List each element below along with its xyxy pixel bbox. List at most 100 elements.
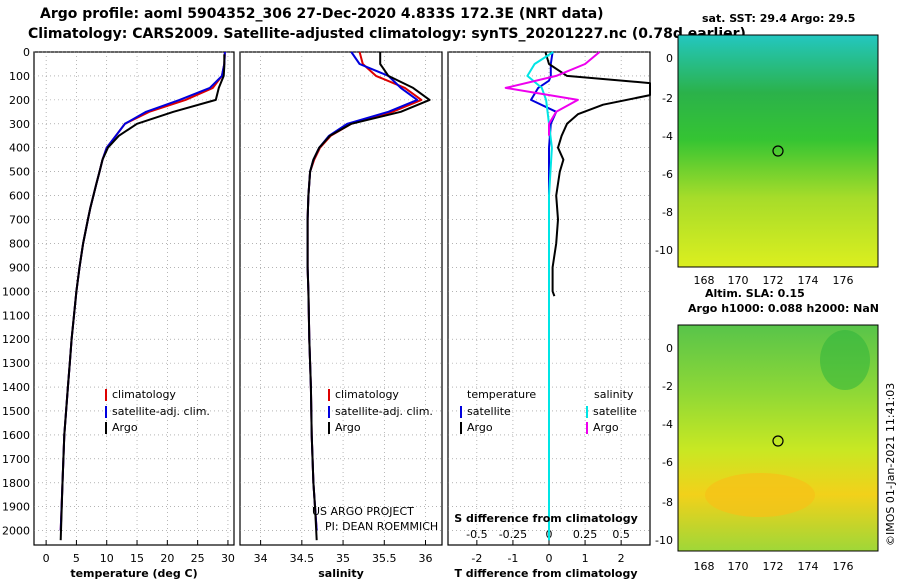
sla-map-frame [677, 324, 879, 552]
sst-lat-tick: -8 [662, 206, 673, 219]
sla-high-patch [705, 473, 815, 517]
sst-lat-tick: -10 [655, 244, 673, 257]
sla-map-subtitle: Argo h1000: 0.088 h2000: NaN [688, 302, 880, 315]
depth-tick-label: 600 [9, 190, 30, 203]
x-tick-label: 2 [618, 552, 625, 565]
tdiff-xlabel: T difference from climatology [454, 567, 637, 580]
s-diff-tick-label: -0.25 [499, 528, 527, 541]
sst-lat-tick: -6 [662, 168, 673, 181]
depth-tick-label: 1700 [2, 453, 30, 466]
depth-tick-label: 900 [9, 261, 30, 274]
series-line-argo [59, 54, 226, 541]
depth-tick-label: 1200 [2, 333, 30, 346]
sst-lon-tick: 172 [763, 274, 784, 287]
sst-lon-tick: 168 [694, 274, 715, 287]
legend-s-argo-label: Argo [593, 421, 619, 434]
depth-tick-label: 200 [9, 94, 30, 107]
depth-tick-label: 1800 [2, 477, 30, 490]
depth-tick-label: 400 [9, 142, 30, 155]
series-line-temperature-argo [544, 51, 651, 297]
legend-temperature-title: temperature [467, 388, 536, 401]
imos-stamp: ©IMOS 01-Jan-2021 11:41:03 [884, 383, 897, 546]
sla-low-patch [820, 330, 870, 390]
series-line-salinity-argo [504, 51, 601, 136]
temperature-legend: climatology satellite-adj. clim. Argo [105, 388, 210, 434]
sst-field [678, 35, 878, 267]
depth-tick-label: 2000 [2, 525, 30, 538]
depth-tick-label: 300 [9, 118, 30, 131]
legend-argo-label: Argo [335, 421, 361, 434]
sla-lat-tick: -10 [655, 534, 673, 547]
x-tick-label: 35.5 [372, 552, 397, 565]
salinity-xlabel: salinity [318, 567, 364, 580]
temperature-xlabel: temperature (deg C) [70, 567, 197, 580]
depth-tick-label: 1900 [2, 501, 30, 514]
sla-lon-tick: 168 [694, 560, 715, 573]
x-tick-label: -2 [471, 552, 482, 565]
depth-tick-label: 1400 [2, 381, 30, 394]
sst-map [677, 34, 879, 268]
x-tick-label: 1 [582, 552, 589, 565]
x-tick-label: 0 [546, 552, 553, 565]
sla-lat-tick: -8 [662, 496, 673, 509]
s-diff-tick-label: -0.5 [466, 528, 487, 541]
sla-lat-tick: 0 [666, 342, 673, 355]
x-tick-label: 15 [130, 552, 144, 565]
sst-lat-tick: 0 [666, 52, 673, 65]
x-tick-label: 5 [73, 552, 80, 565]
series-line-salinity-satellite [526, 51, 554, 541]
s-diff-tick-label: 0.5 [612, 528, 630, 541]
x-tick-label: 0 [43, 552, 50, 565]
credit-pi: PI: DEAN ROEMMICH [325, 520, 438, 533]
salinity-legend: climatology satellite-adj. clim. Argo [328, 388, 433, 434]
sla-argo-location-marker [772, 435, 784, 447]
sla-lon-tick: 174 [798, 560, 819, 573]
x-tick-label: 25 [191, 552, 205, 565]
legend-clim-label: climatology [112, 388, 176, 401]
sst-argo-location-marker [772, 145, 784, 157]
x-tick-label: 34.5 [290, 552, 315, 565]
sst-lon-tick: 176 [833, 274, 854, 287]
credit-project: US ARGO PROJECT [312, 505, 414, 518]
depth-tick-label: 100 [9, 70, 30, 83]
salinity-panel-frame [239, 51, 443, 546]
x-tick-label: 10 [100, 552, 114, 565]
sla-lat-tick: -4 [662, 418, 673, 431]
difference-legend: temperature salinity satellite Argo sate… [460, 388, 637, 434]
depth-tick-label: 1600 [2, 429, 30, 442]
x-tick-label: 20 [160, 552, 174, 565]
series-line-argo [306, 52, 431, 541]
legend-t-sat-label: satellite [467, 405, 511, 418]
sla-lon-tick: 172 [763, 560, 784, 573]
sst-map-frame [677, 34, 879, 268]
x-tick-label: 34 [254, 552, 268, 565]
subtitle: Climatology: CARS2009. Satellite-adjuste… [28, 26, 746, 42]
depth-tick-label: 1300 [2, 357, 30, 370]
x-tick-label: 35 [336, 552, 350, 565]
x-tick-label: 30 [221, 552, 235, 565]
depth-tick-label: 700 [9, 214, 30, 227]
legend-clim-label: climatology [335, 388, 399, 401]
sst-lat-tick: -4 [662, 130, 673, 143]
sla-map [677, 324, 879, 552]
sst-map-title: sat. SST: 29.4 Argo: 29.5 [702, 12, 856, 25]
sla-map-title: Altim. SLA: 0.15 [705, 287, 805, 300]
legend-salinity-title: salinity [594, 388, 634, 401]
depth-tick-label: 1100 [2, 309, 30, 322]
sla-lon-tick: 176 [833, 560, 854, 573]
sla-lon-tick: 170 [728, 560, 749, 573]
legend-sat-label: satellite-adj. clim. [112, 405, 210, 418]
depth-tick-label: 1000 [2, 285, 30, 298]
legend-argo-label: Argo [112, 421, 138, 434]
legend-s-sat-label: satellite [593, 405, 637, 418]
x-tick-label: 36 [419, 552, 433, 565]
legend-sat-label: satellite-adj. clim. [335, 405, 433, 418]
sdiff-top-label: S difference from climatology [454, 512, 638, 525]
sst-lon-tick: 174 [798, 274, 819, 287]
sst-lon-tick: 170 [728, 274, 749, 287]
depth-tick-label: 500 [9, 166, 30, 179]
sla-lat-tick: -2 [662, 380, 673, 393]
main-title: Argo profile: aoml 5904352_306 27-Dec-20… [40, 6, 604, 22]
s-diff-tick-label: 0.25 [573, 528, 598, 541]
